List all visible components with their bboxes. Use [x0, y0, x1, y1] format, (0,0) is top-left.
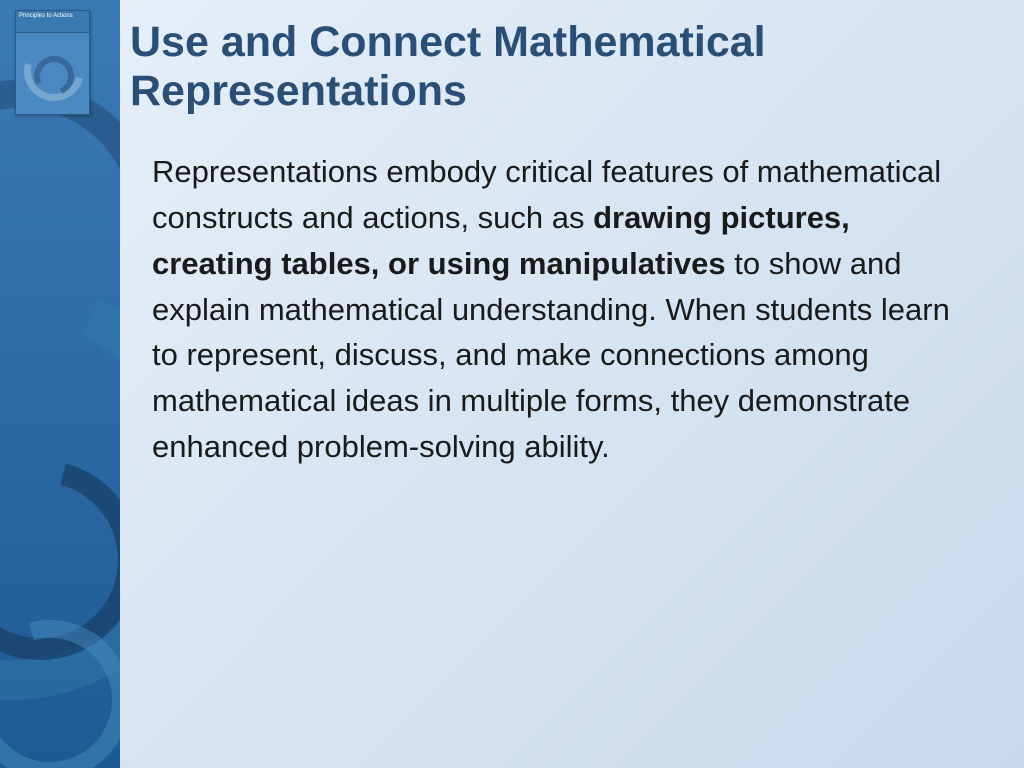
book-cover-icon: Principles to Actions: [15, 10, 90, 115]
sidebar-decoration: Principles to Actions: [0, 0, 120, 768]
slide-content: Use and Connect Mathematical Representat…: [130, 18, 1004, 470]
slide-body: Representations embody critical features…: [130, 149, 1004, 470]
slide-title: Use and Connect Mathematical Representat…: [130, 18, 1004, 117]
book-title: Principles to Actions: [16, 11, 89, 33]
